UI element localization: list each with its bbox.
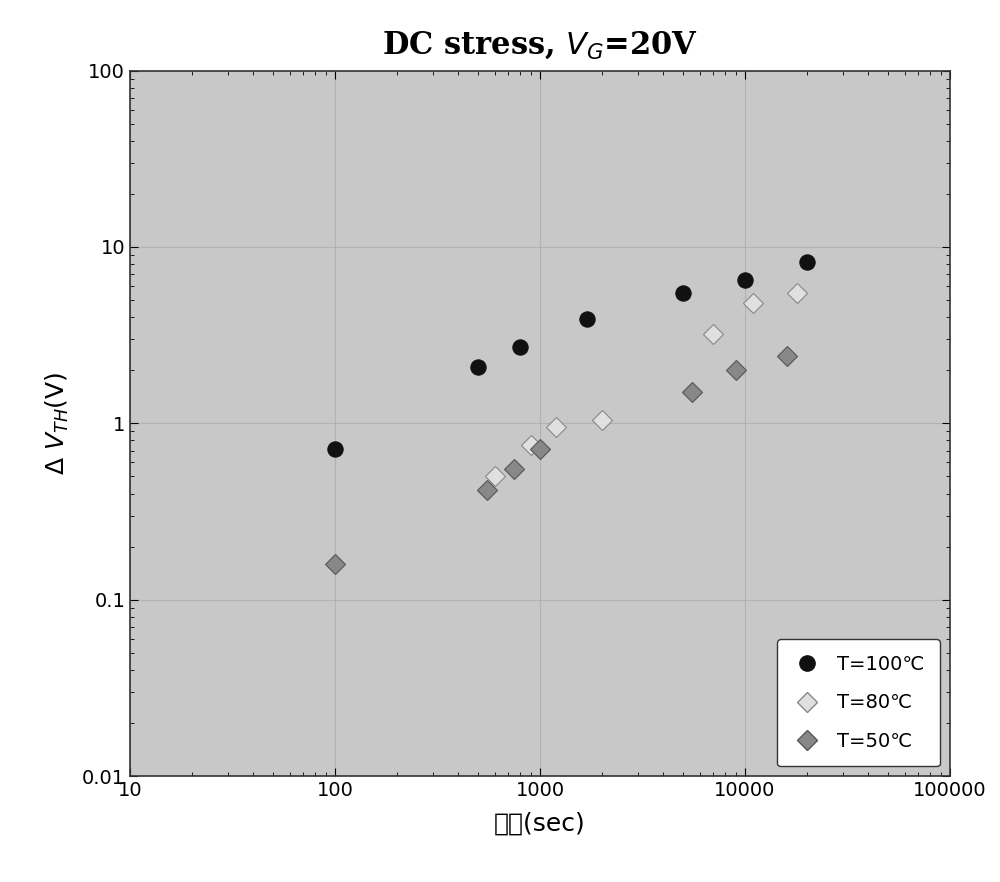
Y-axis label: $\Delta\ V_{TH}$(V): $\Delta\ V_{TH}$(V)	[44, 371, 71, 475]
Title: DC stress, $V_G$=20V: DC stress, $V_G$=20V	[382, 30, 698, 61]
T=100℃	[581, 314, 593, 325]
Line: T=80℃: T=80℃	[488, 286, 804, 483]
T=50℃	[686, 387, 698, 398]
T=80℃	[707, 329, 719, 340]
T=50℃	[329, 558, 341, 569]
T=50℃	[481, 484, 493, 495]
T=50℃	[781, 351, 793, 362]
T=80℃	[489, 471, 501, 482]
T=80℃	[550, 422, 562, 432]
T=100℃	[677, 288, 689, 298]
T=100℃	[739, 274, 751, 285]
Line: T=100℃: T=100℃	[327, 255, 814, 456]
T=50℃	[534, 444, 546, 454]
Line: T=50℃: T=50℃	[328, 349, 794, 571]
T=80℃	[596, 415, 608, 425]
T=100℃	[801, 257, 813, 267]
X-axis label: 时间(sec): 时间(sec)	[494, 811, 586, 835]
Legend: T=100℃, T=80℃, T=50℃: T=100℃, T=80℃, T=50℃	[777, 639, 940, 766]
T=100℃	[329, 444, 341, 454]
T=100℃	[514, 342, 526, 353]
T=50℃	[508, 464, 520, 475]
T=100℃	[472, 362, 484, 372]
T=80℃	[525, 440, 537, 451]
T=50℃	[730, 365, 742, 376]
T=80℃	[747, 298, 759, 309]
T=80℃	[791, 288, 803, 298]
